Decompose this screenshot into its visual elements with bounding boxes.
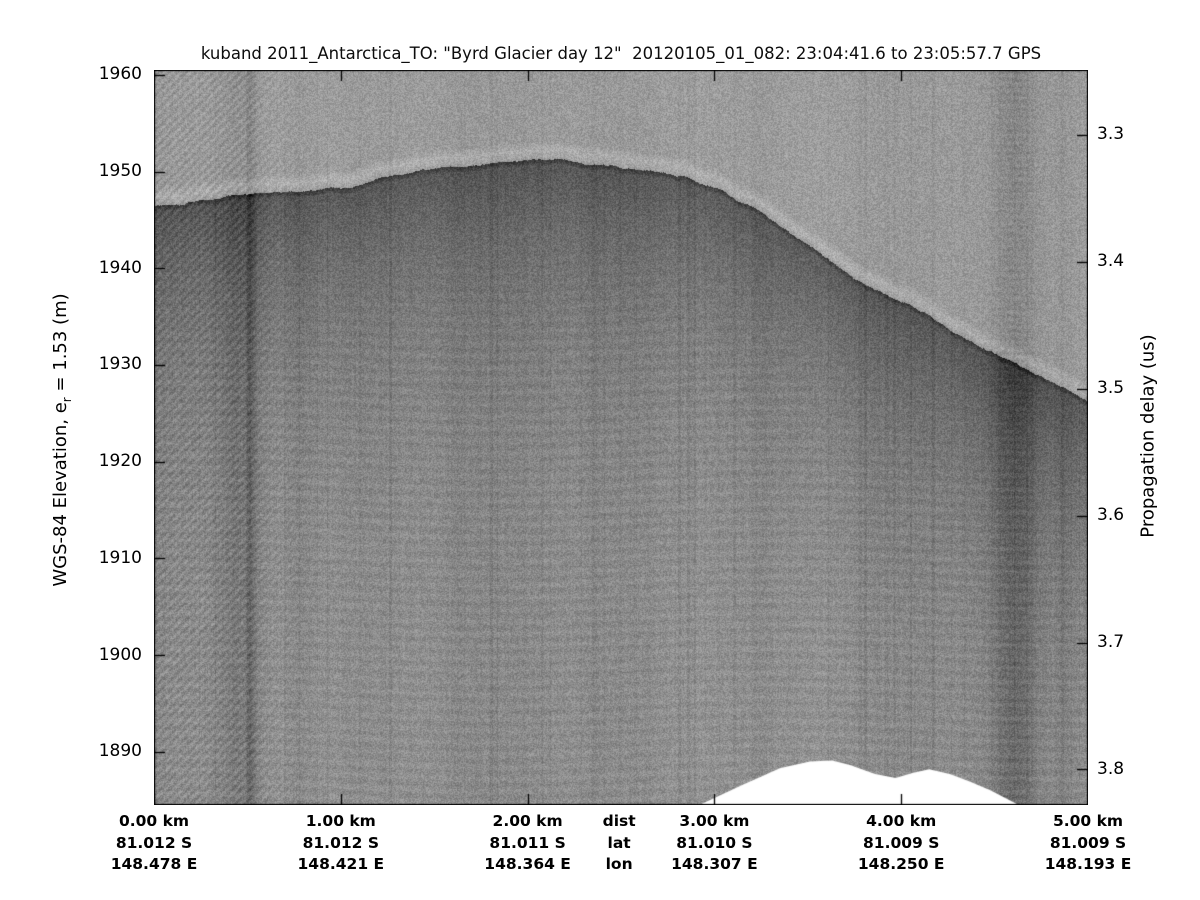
y-right-tick-label: 3.7 [1097, 632, 1125, 652]
y-right-tick-label: 3.6 [1097, 505, 1125, 526]
x-tick-lon-label: lon [605, 855, 633, 873]
y-left-tick-label: 1920 [98, 451, 142, 472]
x-tick-dist-label: dist [602, 812, 636, 830]
y-left-tick-label: 1950 [98, 161, 142, 182]
x-tick-label-group: 1.00 km 81.012 S 148.421 E [298, 811, 385, 876]
x-tick-dist-label: 5.00 km [1052, 812, 1124, 830]
y-left-tick-label: 1960 [98, 64, 142, 85]
x-tick-lat-label: 81.009 S [863, 833, 940, 852]
x-tick-lon-label: 148.307 E [671, 855, 758, 873]
x-tick-lat-label: 81.010 S [676, 833, 753, 852]
x-tick-lat-label: 81.009 S [1049, 833, 1127, 852]
x-tick-dist-label: 4.00 km [866, 812, 937, 830]
right-axis-label: Propagation delay (us) [1137, 334, 1159, 538]
x-tick-lat-label: lat [607, 833, 631, 852]
left-axis-label-subscript: r [59, 397, 74, 403]
y-left-tick-label: 1930 [98, 354, 142, 375]
y-right-tick-label: 3.3 [1097, 124, 1125, 145]
y-left-tick-label: 1890 [98, 741, 142, 762]
x-tick-dist-label: 3.00 km [679, 812, 750, 830]
figure-title: kuband 2011_Antarctica_TO: "Byrd Glacier… [200, 44, 1042, 63]
y-right-tick-label: 3.8 [1097, 758, 1125, 779]
y-right-tick-label: 3.4 [1097, 251, 1125, 272]
x-tick-label-group: 4.00 km 81.009 S 148.250 E [858, 811, 945, 876]
left-axis-label-suffix: = 1.53 (m) [50, 293, 72, 398]
x-tick-lat-label: 81.012 S [302, 833, 379, 852]
x-tick-label-group: 0.00 km 81.012 S 148.478 E [111, 811, 198, 876]
y-right-tick-label: 3.5 [1097, 378, 1125, 399]
x-axis-header-labels: dist lat lon [603, 811, 636, 876]
x-tick-lon-label: 148.478 E [110, 855, 198, 873]
echogram-plot-area [154, 70, 1088, 805]
x-tick-lat-label: 81.012 S [115, 833, 193, 852]
x-tick-label-group: 3.00 km 81.010 S 148.307 E [671, 811, 758, 876]
x-tick-dist-label: 2.00 km [492, 812, 563, 830]
echogram-image [154, 70, 1088, 805]
x-tick-lon-label: 148.193 E [1044, 855, 1132, 873]
y-left-tick-label: 1910 [98, 547, 142, 568]
x-tick-lon-label: 148.421 E [297, 855, 385, 873]
x-tick-dist-label: 0.00 km [118, 812, 190, 830]
x-tick-lon-label: 148.364 E [484, 855, 571, 873]
y-left-tick-label: 1940 [98, 257, 142, 278]
y-left-tick-label: 1900 [98, 644, 142, 665]
x-tick-label-group: 5.00 km 81.009 S 148.193 E [1045, 811, 1132, 876]
x-tick-dist-label: 1.00 km [305, 812, 376, 830]
x-tick-lon-label: 148.250 E [857, 855, 945, 873]
x-tick-label-group: 2.00 km 81.011 S 148.364 E [484, 811, 571, 876]
x-tick-lat-label: 81.011 S [489, 833, 566, 852]
left-axis-label: WGS-84 Elevation, er = 1.53 (m) [50, 293, 74, 586]
